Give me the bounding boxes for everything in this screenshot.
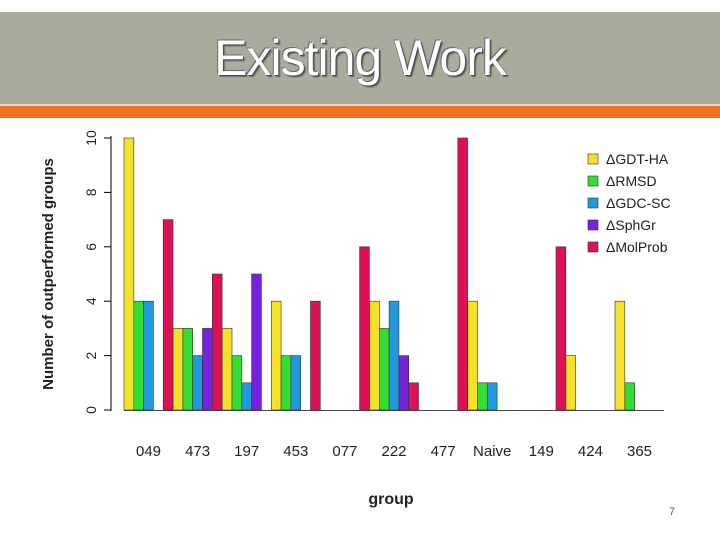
bar <box>457 137 468 411</box>
bar <box>486 382 498 411</box>
bar <box>241 382 252 411</box>
x-tick-label: 365 <box>627 443 652 460</box>
bar <box>614 300 626 411</box>
y-tick-label: 4 <box>83 297 99 305</box>
bar <box>182 328 193 411</box>
bar <box>123 137 135 411</box>
bar <box>624 382 635 411</box>
bar <box>555 246 567 411</box>
legend-label: ΔGDT-HA <box>606 151 669 167</box>
x-tick-label: 077 <box>332 443 357 460</box>
x-tick-label: 477 <box>431 443 456 460</box>
bar <box>251 273 262 411</box>
bar-chart: 0 2 4 6 8 10 049 473 197 453 077 222 477 Naive 149 424… <box>0 118 720 540</box>
x-tick-label: 049 <box>136 443 161 460</box>
legend-label: ΔRMSD <box>606 173 657 189</box>
bar <box>143 300 154 411</box>
legend-swatch <box>587 219 599 231</box>
bar <box>290 355 301 411</box>
bar <box>398 355 409 411</box>
x-tick-labels: 049 473 197 453 077 222 477 Naive 149 424 365 <box>136 443 652 460</box>
bar <box>369 300 380 411</box>
legend: ΔGDT-HA ΔRMSD ΔGDC-SC ΔSphGr ΔMolProb <box>587 151 671 255</box>
y-tick-label: 0 <box>83 406 99 414</box>
x-tick-label: 222 <box>381 443 406 460</box>
legend-swatch <box>587 153 599 165</box>
bar <box>212 273 223 411</box>
bar <box>202 328 213 411</box>
bar <box>231 355 243 411</box>
y-tick-label: 2 <box>83 351 99 359</box>
slide-title: Existing Work <box>214 30 507 86</box>
bar <box>133 300 144 411</box>
y-axis-label: Number of outperformed groups <box>40 158 57 390</box>
legend-label: ΔGDC-SC <box>606 195 671 211</box>
slide-number: 7 <box>668 506 676 518</box>
bar <box>162 219 174 411</box>
legend-swatch <box>587 175 599 187</box>
x-tick-label: 453 <box>283 443 308 460</box>
legend-label: ΔSphGr <box>606 217 656 233</box>
bar <box>192 355 203 411</box>
bar <box>467 300 478 411</box>
bar <box>477 382 488 411</box>
accent-bar <box>0 106 720 118</box>
legend-swatch <box>587 197 599 209</box>
y-ticks: 0 2 4 6 8 10 <box>83 130 111 414</box>
y-tick-label: 6 <box>83 243 99 251</box>
x-tick-label: 197 <box>234 443 259 460</box>
bar <box>270 300 282 411</box>
title-bar: Existing Work <box>0 12 720 104</box>
bar <box>172 328 184 411</box>
bar <box>565 355 577 411</box>
legend-label: ΔMolProb <box>606 239 668 255</box>
x-tick-label: 424 <box>578 443 603 460</box>
bar <box>221 328 233 411</box>
legend-swatch <box>587 241 599 253</box>
x-tick-label: 473 <box>185 443 210 460</box>
bars <box>123 137 635 411</box>
x-axis-label: group <box>368 491 414 508</box>
x-tick-label: Naive <box>473 443 511 460</box>
bar-chart-svg: 0 2 4 6 8 10 049 473 197 453 077 222 477 Naive 149 424… <box>40 130 671 508</box>
y-tick-label: 8 <box>83 188 99 196</box>
bar <box>408 382 419 411</box>
y-tick-label: 10 <box>83 130 99 146</box>
x-tick-label: 149 <box>529 443 554 460</box>
bar <box>280 355 292 411</box>
bar <box>388 300 400 411</box>
bar <box>378 328 390 411</box>
bar <box>359 246 370 411</box>
bar <box>310 300 321 411</box>
title-divider <box>0 104 720 106</box>
